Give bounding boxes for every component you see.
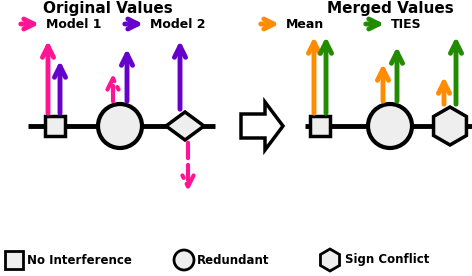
Text: Redundant: Redundant xyxy=(197,253,270,267)
Text: TIES: TIES xyxy=(391,17,421,31)
FancyArrow shape xyxy=(241,102,283,150)
Circle shape xyxy=(174,250,194,270)
Text: Original Values: Original Values xyxy=(43,1,173,16)
Text: Model 2: Model 2 xyxy=(150,17,205,31)
Circle shape xyxy=(368,104,412,148)
Polygon shape xyxy=(166,112,204,140)
Text: Merged Values: Merged Values xyxy=(327,1,454,16)
Text: Sign Conflict: Sign Conflict xyxy=(345,253,430,267)
Circle shape xyxy=(98,104,142,148)
Text: Mean: Mean xyxy=(286,17,324,31)
Bar xyxy=(45,116,65,136)
Text: No Interference: No Interference xyxy=(27,253,132,267)
Bar xyxy=(5,251,23,269)
Text: Model 1: Model 1 xyxy=(46,17,101,31)
Polygon shape xyxy=(320,249,339,271)
Polygon shape xyxy=(434,107,466,145)
Bar xyxy=(310,116,330,136)
